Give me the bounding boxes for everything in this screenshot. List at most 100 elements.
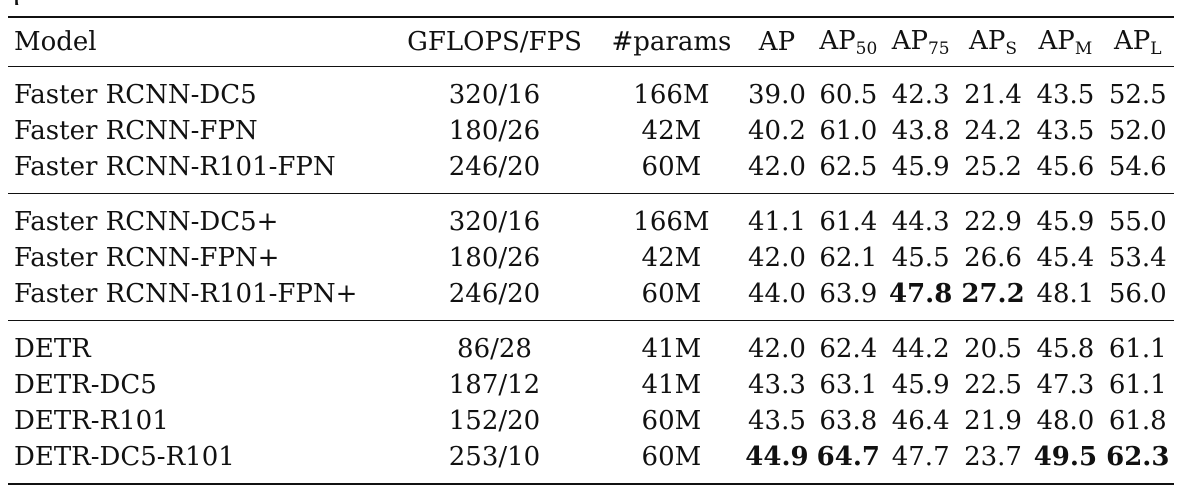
cell-aps: 20.5 — [964, 334, 1022, 364]
header-aps: APS — [969, 25, 1017, 59]
cell-apl: 62.3 — [1106, 442, 1170, 472]
cell-gflops-fps: 320/16 — [448, 80, 541, 110]
cell-apl: 54.6 — [1108, 152, 1167, 182]
cell-apm: 43.5 — [1036, 80, 1095, 110]
cell-apl: 61.1 — [1108, 334, 1167, 364]
cell-ap75: 44.3 — [891, 207, 950, 237]
header-model: Model — [14, 27, 97, 57]
cell-params: 166M — [633, 80, 710, 110]
cell-apm: 47.3 — [1036, 370, 1095, 400]
cell-ap50: 64.7 — [816, 442, 880, 472]
cell-apm: 43.5 — [1036, 116, 1095, 146]
header-apm: APM — [1038, 25, 1093, 59]
cell-apl: 52.0 — [1108, 116, 1167, 146]
cell-params: 60M — [641, 279, 702, 309]
table-row: Faster RCNN-DC5 320/16 166M 39.0 60.5 42.3 21.… — [8, 67, 1174, 114]
cell-params: 166M — [633, 207, 710, 237]
cell-model: Faster RCNN-FPN+ — [14, 243, 280, 273]
cell-model: DETR-R101 — [14, 406, 169, 436]
cell-aps: 26.6 — [964, 243, 1022, 273]
cell-ap75: 44.2 — [891, 334, 950, 364]
cell-params: 42M — [641, 243, 702, 273]
table-row: Faster RCNN-R101-FPN+ 246/20 60M 44.0 63.9 47… — [8, 276, 1174, 321]
cell-ap75: 45.9 — [891, 370, 950, 400]
cropped-glyph: p — [12, 0, 21, 5]
table-group: Faster RCNN-DC5 320/16 166M 39.0 60.5 42.3 21.… — [8, 67, 1174, 194]
cell-gflops-fps: 246/20 — [448, 152, 541, 182]
header-gflops-fps: GFLOPS/FPS — [407, 27, 582, 57]
cell-aps: 24.2 — [964, 116, 1022, 146]
table-row: DETR-DC5-R101 253/10 60M 44.9 64.7 47.7 23.7 49… — [8, 439, 1174, 484]
table-row: Faster RCNN-R101-FPN 246/20 60M 42.0 62.5 45.… — [8, 149, 1174, 194]
header-ap: AP — [758, 27, 796, 57]
cell-ap: 44.0 — [748, 279, 806, 309]
cell-params: 41M — [641, 370, 702, 400]
results-table: Model GFLOPS/FPS #params AP AP50 AP75 AP… — [8, 16, 1174, 485]
table-row: DETR 86/28 41M 42.0 62.4 44.2 20.5 45.8 61.1 — [8, 321, 1174, 368]
cell-apm: 45.9 — [1036, 207, 1095, 237]
cell-model: DETR-DC5 — [14, 370, 157, 400]
table-row: Faster RCNN-DC5+ 320/16 166M 41.1 61.4 44.3 22… — [8, 194, 1174, 241]
cell-params: 60M — [641, 406, 702, 436]
cell-model: DETR-DC5-R101 — [14, 442, 235, 472]
cell-ap50: 63.8 — [819, 406, 878, 436]
cell-apm: 45.6 — [1036, 152, 1095, 182]
cell-ap: 43.5 — [748, 406, 806, 436]
table-group: DETR 86/28 41M 42.0 62.4 44.2 20.5 45.8 61.1 DETR… — [8, 321, 1174, 484]
table-group: Faster RCNN-DC5+ 320/16 166M 41.1 61.4 44.3 22… — [8, 194, 1174, 321]
cell-ap: 42.0 — [748, 243, 806, 273]
cell-gflops-fps: 180/26 — [448, 116, 541, 146]
cell-ap: 42.0 — [748, 152, 806, 182]
cell-gflops-fps: 187/12 — [448, 370, 541, 400]
cell-model: Faster RCNN-DC5 — [14, 80, 257, 110]
cell-ap: 43.3 — [748, 370, 806, 400]
cell-params: 42M — [641, 116, 702, 146]
header-ap50: AP50 — [819, 25, 878, 59]
cell-model: Faster RCNN-DC5+ — [14, 207, 279, 237]
cell-ap75: 47.8 — [889, 279, 953, 309]
cell-aps: 22.5 — [964, 370, 1022, 400]
cell-ap50: 62.4 — [819, 334, 878, 364]
cell-apl: 56.0 — [1108, 279, 1167, 309]
cell-apm: 45.8 — [1036, 334, 1095, 364]
cell-model: DETR — [14, 334, 91, 364]
cell-aps: 27.2 — [961, 279, 1025, 309]
cell-apl: 53.4 — [1108, 243, 1167, 273]
cell-model: Faster RCNN-R101-FPN+ — [14, 279, 358, 309]
table-row: Faster RCNN-FPN+ 180/26 42M 42.0 62.1 45.5 26.… — [8, 240, 1174, 276]
cell-apl: 52.5 — [1108, 80, 1167, 110]
cell-ap: 44.9 — [745, 442, 809, 472]
cell-ap75: 46.4 — [891, 406, 950, 436]
cell-ap: 42.0 — [748, 334, 806, 364]
cell-gflops-fps: 320/16 — [448, 207, 541, 237]
cell-params: 41M — [641, 334, 702, 364]
cell-apl: 55.0 — [1108, 207, 1167, 237]
header-apl: APL — [1113, 25, 1162, 59]
header-params: #params — [611, 27, 732, 57]
cell-apm: 48.1 — [1036, 279, 1095, 309]
cell-gflops-fps: 246/20 — [448, 279, 541, 309]
cell-params: 60M — [641, 152, 702, 182]
cell-apl: 61.1 — [1108, 370, 1167, 400]
cell-ap50: 61.4 — [819, 207, 878, 237]
cell-apm: 48.0 — [1036, 406, 1095, 436]
cell-aps: 21.9 — [964, 406, 1022, 436]
cell-model: Faster RCNN-R101-FPN — [14, 152, 336, 182]
cell-model: Faster RCNN-FPN — [14, 116, 258, 146]
cell-gflops-fps: 86/28 — [457, 334, 532, 364]
cell-ap: 40.2 — [748, 116, 806, 146]
header-ap75: AP75 — [891, 25, 950, 59]
header-row: Model GFLOPS/FPS #params AP AP50 AP75 AP… — [8, 17, 1174, 67]
cell-ap50: 63.1 — [819, 370, 878, 400]
cell-ap50: 61.0 — [819, 116, 878, 146]
cell-ap50: 63.9 — [819, 279, 878, 309]
cell-ap50: 62.5 — [819, 152, 878, 182]
cell-ap75: 43.8 — [891, 116, 950, 146]
table-row: Faster RCNN-FPN 180/26 42M 40.2 61.0 43.8 24.2… — [8, 113, 1174, 149]
cell-gflops-fps: 152/20 — [448, 406, 541, 436]
table-row: DETR-DC5 187/12 41M 43.3 63.1 45.9 22.5 47.3 61.… — [8, 367, 1174, 403]
cell-ap75: 47.7 — [891, 442, 950, 472]
cell-apm: 49.5 — [1033, 442, 1098, 472]
cell-ap50: 62.1 — [819, 243, 878, 273]
cell-aps: 23.7 — [964, 442, 1022, 472]
